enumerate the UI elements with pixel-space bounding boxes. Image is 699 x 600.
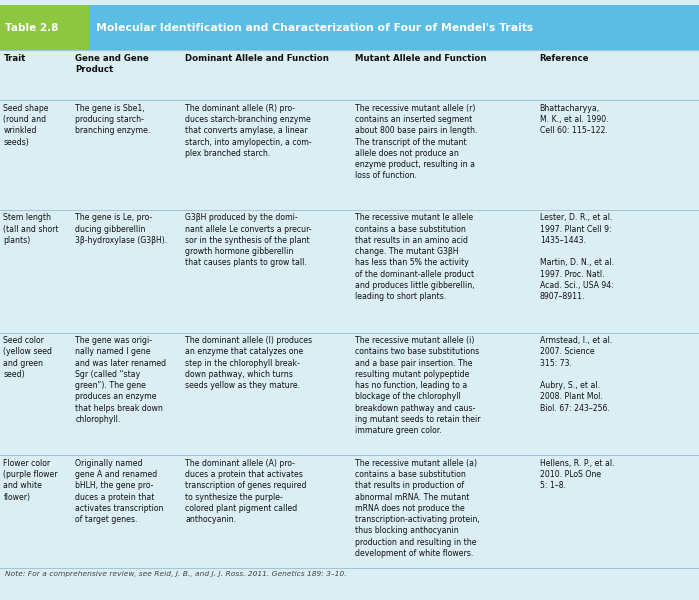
Text: Armstead, I., et al.
2007. Science
315: 73.

Aubry, S., et al.
2008. Plant Mol.
: Armstead, I., et al. 2007. Science 315: … <box>540 336 612 413</box>
Bar <box>0 568 699 595</box>
Text: Bhattacharyya,
M. K., et al. 1990.
Cell 60: 115–122.: Bhattacharyya, M. K., et al. 1990. Cell … <box>540 104 608 136</box>
Text: The recessive mutant allele (a)
contains a base substitution
that results in pro: The recessive mutant allele (a) contains… <box>355 459 480 558</box>
Text: Gene and Gene
Product: Gene and Gene Product <box>75 54 150 74</box>
Bar <box>0 5 89 50</box>
Text: Hellens, R. P., et al.
2010. PLoS One
5: 1–8.: Hellens, R. P., et al. 2010. PLoS One 5:… <box>540 459 614 490</box>
Text: The gene was origi-
nally named I gene
and was later renamed
Sgr (called “stay
g: The gene was origi- nally named I gene a… <box>75 336 166 424</box>
Text: Flower color
(purple flower
and white
flower): Flower color (purple flower and white fl… <box>3 459 58 502</box>
Bar <box>0 455 699 568</box>
Text: The dominant allele (I) produces
an enzyme that catalyzes one
step in the chloro: The dominant allele (I) produces an enzy… <box>185 336 312 390</box>
Bar <box>89 5 699 50</box>
Text: The gene is Sbe1,
producing starch-
branching enzyme.: The gene is Sbe1, producing starch- bran… <box>75 104 151 136</box>
Text: The dominant allele (R) pro-
duces starch-branching enzyme
that converts amylase: The dominant allele (R) pro- duces starc… <box>185 104 312 158</box>
Text: G3βH produced by the domi-
nant allele Le converts a precur-
sor in the synthesi: G3βH produced by the domi- nant allele L… <box>185 214 312 267</box>
Text: Reference: Reference <box>540 54 589 63</box>
Text: Seed color
(yellow seed
and green
seed): Seed color (yellow seed and green seed) <box>3 336 52 379</box>
Text: Seed shape
(round and
wrinkled
seeds): Seed shape (round and wrinkled seeds) <box>3 104 49 146</box>
Text: The recessive mutant le allele
contains a base substitution
that results in an a: The recessive mutant le allele contains … <box>355 214 475 301</box>
Text: Dominant Allele and Function: Dominant Allele and Function <box>185 54 329 63</box>
Text: Lester, D. R., et al.
1997. Plant Cell 9:
1435–1443.

Martin, D. N., et al.
1997: Lester, D. R., et al. 1997. Plant Cell 9… <box>540 214 614 301</box>
Bar <box>0 100 699 210</box>
Text: The recessive mutant allele (r)
contains an inserted segment
about 800 base pair: The recessive mutant allele (r) contains… <box>355 104 477 180</box>
Text: The gene is Le, pro-
ducing gibberellin
3β-hydroxylase (G3βH).: The gene is Le, pro- ducing gibberellin … <box>75 214 168 245</box>
Bar <box>0 50 699 100</box>
Bar <box>0 332 699 455</box>
Text: The recessive mutant allele (i)
contains two base substitutions
and a base pair : The recessive mutant allele (i) contains… <box>355 336 481 435</box>
Text: Stem length
(tall and short
plants): Stem length (tall and short plants) <box>3 214 59 245</box>
Bar <box>0 210 699 332</box>
Text: Trait: Trait <box>3 54 26 63</box>
Text: Molecular Identification and Characterization of Four of Mendel's Traits: Molecular Identification and Characteriz… <box>96 23 534 33</box>
Text: The dominant allele (A) pro-
duces a protein that activates
transcription of gen: The dominant allele (A) pro- duces a pro… <box>185 459 307 524</box>
Text: Originally named
gene A and renamed
bHLH, the gene pro-
duces a protein that
act: Originally named gene A and renamed bHLH… <box>75 459 164 524</box>
Text: Mutant Allele and Function: Mutant Allele and Function <box>355 54 487 63</box>
Text: Table 2.8: Table 2.8 <box>5 23 58 33</box>
Text: Note: For a comprehensive review, see Reid, J. B., and J. J. Ross. 2011. Genetic: Note: For a comprehensive review, see Re… <box>5 571 347 577</box>
